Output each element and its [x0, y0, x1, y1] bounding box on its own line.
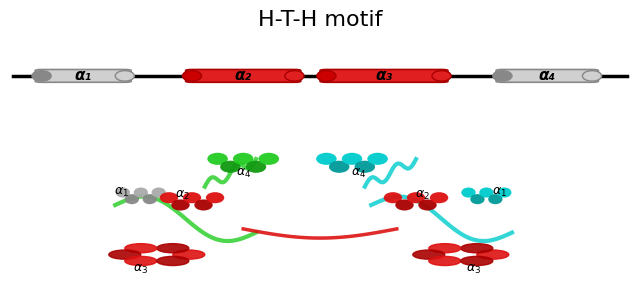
Ellipse shape [430, 192, 448, 203]
Circle shape [157, 244, 189, 253]
Circle shape [477, 250, 509, 259]
Circle shape [125, 244, 157, 253]
Ellipse shape [367, 153, 388, 165]
FancyBboxPatch shape [35, 69, 131, 82]
Ellipse shape [172, 200, 189, 211]
Circle shape [461, 256, 493, 266]
Ellipse shape [419, 200, 436, 211]
Circle shape [109, 250, 141, 259]
FancyBboxPatch shape [320, 69, 448, 82]
Circle shape [461, 244, 493, 253]
Text: α₁: α₁ [75, 68, 92, 84]
Ellipse shape [143, 194, 157, 204]
Ellipse shape [206, 192, 224, 203]
Ellipse shape [195, 200, 212, 211]
Ellipse shape [220, 161, 241, 173]
Text: $\alpha_2$: $\alpha_2$ [415, 189, 430, 202]
Ellipse shape [461, 188, 476, 198]
Ellipse shape [115, 71, 134, 81]
Ellipse shape [384, 192, 402, 203]
Ellipse shape [160, 192, 178, 203]
Ellipse shape [317, 71, 336, 81]
FancyBboxPatch shape [186, 69, 301, 82]
Ellipse shape [233, 153, 253, 165]
Circle shape [413, 250, 445, 259]
Ellipse shape [342, 153, 362, 165]
Text: $\alpha_1$: $\alpha_1$ [114, 186, 129, 199]
Ellipse shape [493, 71, 512, 81]
Ellipse shape [407, 192, 425, 203]
Text: $\alpha_3$: $\alpha_3$ [466, 263, 481, 276]
Ellipse shape [246, 161, 266, 173]
Circle shape [173, 250, 205, 259]
Text: $\alpha_2$: $\alpha_2$ [175, 189, 190, 202]
Ellipse shape [134, 188, 148, 198]
Ellipse shape [182, 71, 202, 81]
Text: $\alpha_1$: $\alpha_1$ [492, 186, 507, 199]
FancyBboxPatch shape [496, 69, 598, 82]
Text: α₄: α₄ [539, 68, 556, 84]
Circle shape [429, 244, 461, 253]
Ellipse shape [125, 194, 139, 204]
Ellipse shape [497, 188, 511, 198]
Ellipse shape [432, 71, 451, 81]
Ellipse shape [488, 194, 502, 204]
Circle shape [125, 256, 157, 266]
Text: H-T-H motif: H-T-H motif [258, 9, 382, 30]
Ellipse shape [479, 188, 493, 198]
Ellipse shape [316, 153, 337, 165]
Ellipse shape [152, 188, 166, 198]
Text: $\alpha_4$: $\alpha_4$ [236, 167, 251, 180]
Ellipse shape [355, 161, 375, 173]
Text: α₃: α₃ [376, 68, 392, 84]
Ellipse shape [207, 153, 228, 165]
Ellipse shape [116, 188, 130, 198]
Ellipse shape [259, 153, 279, 165]
Text: α₂: α₂ [235, 68, 252, 84]
Ellipse shape [582, 71, 602, 81]
Ellipse shape [470, 194, 484, 204]
Ellipse shape [396, 200, 413, 211]
Ellipse shape [285, 71, 304, 81]
Ellipse shape [32, 71, 51, 81]
Ellipse shape [329, 161, 349, 173]
Circle shape [157, 256, 189, 266]
Ellipse shape [183, 192, 201, 203]
Text: $\alpha_4$: $\alpha_4$ [351, 167, 366, 180]
Circle shape [429, 256, 461, 266]
Text: $\alpha_3$: $\alpha_3$ [133, 263, 148, 276]
